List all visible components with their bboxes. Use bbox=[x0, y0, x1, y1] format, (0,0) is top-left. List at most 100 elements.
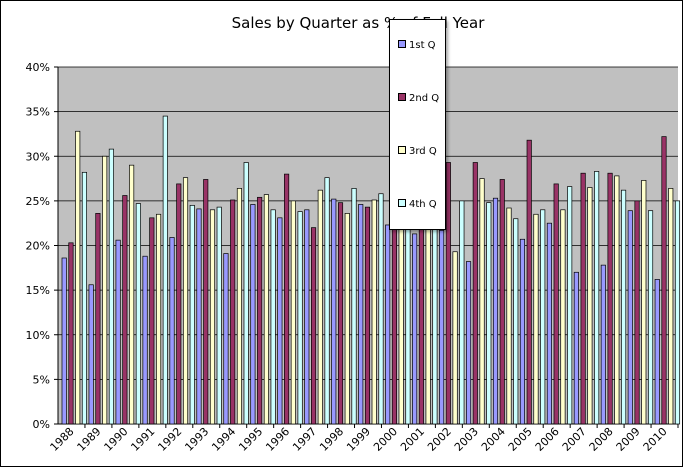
y-tick-label: 40% bbox=[26, 61, 50, 74]
bar-3rd-q-2009 bbox=[641, 179, 647, 425]
bar-4th-q-2010 bbox=[674, 200, 681, 425]
bar-1st-q-1999 bbox=[358, 204, 364, 425]
bar-1st-q-1992 bbox=[169, 237, 175, 425]
bar-1st-q-1996 bbox=[277, 217, 283, 425]
bar-3rd-q-2008 bbox=[614, 175, 620, 425]
x-tick-label: 2000 bbox=[371, 425, 400, 454]
bar-2nd-q-1992 bbox=[176, 183, 182, 425]
bar-2nd-q-2004 bbox=[499, 179, 505, 425]
bar-1st-q-1989 bbox=[88, 284, 94, 425]
bar-3rd-q-1996 bbox=[290, 200, 296, 425]
y-tick-label: 15% bbox=[26, 284, 50, 297]
bar-3rd-q-1989 bbox=[102, 155, 108, 425]
bar-1st-q-1993 bbox=[196, 208, 202, 425]
bar-4th-q-1993 bbox=[216, 206, 222, 425]
bar-2nd-q-2000 bbox=[391, 218, 397, 425]
bar-2nd-q-1998 bbox=[337, 202, 344, 425]
x-tick-label: 2009 bbox=[614, 425, 643, 454]
legend-swatch-4th-q bbox=[398, 199, 406, 207]
chart-legend: 1st Q 2nd Q 3rd Q 4th Q bbox=[389, 19, 446, 230]
x-tick-label: 1998 bbox=[317, 425, 346, 454]
bar-4th-q-1989 bbox=[108, 148, 114, 425]
bar-3rd-q-2002 bbox=[452, 251, 458, 425]
bar-4th-q-1992 bbox=[189, 204, 195, 425]
bar-4th-q-1995 bbox=[270, 209, 276, 425]
x-tick-label: 1994 bbox=[209, 425, 238, 454]
bar-4th-q-2009 bbox=[647, 210, 654, 425]
bar-4th-q-1991 bbox=[162, 115, 168, 425]
y-tick-label: 30% bbox=[26, 150, 50, 163]
bar-2nd-q-1990 bbox=[122, 195, 128, 425]
legend-swatch-2nd-q bbox=[398, 93, 406, 101]
bar-3rd-q-1998 bbox=[344, 213, 350, 425]
bar-1st-q-1997 bbox=[304, 209, 310, 425]
bar-3rd-q-1991 bbox=[156, 213, 162, 425]
bar-4th-q-2008 bbox=[621, 189, 627, 425]
x-tick-label: 1989 bbox=[75, 425, 104, 454]
legend-item-3rd-q: 3rd Q bbox=[398, 146, 437, 157]
y-tick-label: 25% bbox=[26, 195, 50, 208]
bar-4th-q-1996 bbox=[297, 211, 303, 425]
bar-1st-q-1998 bbox=[331, 198, 337, 425]
y-tick-label: 10% bbox=[26, 329, 50, 342]
bar-1st-q-1991 bbox=[142, 255, 148, 425]
bar-2nd-q-1993 bbox=[203, 179, 209, 425]
x-tick-label: 1993 bbox=[182, 425, 211, 454]
bar-2nd-q-2007 bbox=[580, 172, 586, 425]
bar-1st-q-1988 bbox=[61, 257, 67, 425]
y-tick-label: 20% bbox=[26, 240, 50, 253]
x-tick-label: 1992 bbox=[155, 425, 184, 454]
bar-1st-q-2000 bbox=[385, 224, 391, 425]
legend-label-1st-q: 1st Q bbox=[409, 40, 436, 51]
y-tick-label: 5% bbox=[33, 373, 50, 386]
bar-3rd-q-2007 bbox=[587, 187, 593, 425]
bar-3rd-q-1995 bbox=[263, 194, 269, 425]
bar-3rd-q-1993 bbox=[209, 209, 216, 425]
bar-4th-q-2004 bbox=[513, 218, 519, 425]
legend-item-1st-q: 1st Q bbox=[398, 40, 436, 51]
x-tick-label: 1991 bbox=[128, 425, 157, 454]
bar-2nd-q-1995 bbox=[257, 196, 263, 425]
bar-4th-q-2007 bbox=[594, 171, 600, 425]
bar-3rd-q-2010 bbox=[668, 188, 674, 425]
x-tick-label: 1988 bbox=[48, 425, 77, 454]
x-tick-label: 2007 bbox=[560, 425, 589, 454]
bar-4th-q-2006 bbox=[567, 186, 573, 425]
x-tick-label: 2002 bbox=[425, 425, 454, 454]
x-tick-label: 2003 bbox=[452, 425, 481, 454]
bar-1st-q-2008 bbox=[600, 264, 606, 425]
x-tick-label: 2008 bbox=[587, 425, 616, 454]
x-tick-label: 1995 bbox=[236, 425, 265, 454]
x-tick-label: 1996 bbox=[263, 425, 292, 454]
bar-2nd-q-2009 bbox=[634, 200, 640, 425]
bar-1st-q-2006 bbox=[546, 222, 552, 425]
bar-4th-q-1997 bbox=[324, 177, 330, 425]
bar-3rd-q-2003 bbox=[479, 178, 485, 425]
x-tick-label: 2006 bbox=[533, 425, 562, 454]
legend-swatch-1st-q bbox=[398, 40, 406, 48]
bar-1st-q-2009 bbox=[627, 210, 633, 425]
legend-label-2nd-q: 2nd Q bbox=[409, 93, 440, 104]
bar-1st-q-1995 bbox=[250, 204, 256, 425]
bar-3rd-q-1990 bbox=[129, 164, 135, 425]
legend-item-2nd-q: 2nd Q bbox=[398, 93, 439, 104]
bar-4th-q-1988 bbox=[81, 171, 88, 425]
bar-2nd-q-2003 bbox=[472, 162, 478, 425]
bar-3rd-q-2004 bbox=[506, 207, 512, 425]
bar-3rd-q-1988 bbox=[75, 130, 81, 425]
x-tick-label: 1997 bbox=[290, 425, 319, 454]
bar-3rd-q-1999 bbox=[371, 199, 377, 425]
legend-swatch-3rd-q bbox=[398, 146, 406, 154]
bar-1st-q-2010 bbox=[654, 279, 660, 425]
bar-2nd-q-2002 bbox=[445, 162, 451, 425]
bar-2nd-q-2005 bbox=[526, 139, 532, 425]
legend-label-4th-q: 4th Q bbox=[409, 199, 437, 210]
bar-1st-q-1990 bbox=[115, 239, 121, 425]
x-tick-label: 2005 bbox=[506, 425, 535, 454]
legend-label-3rd-q: 3rd Q bbox=[409, 146, 437, 157]
bar-2nd-q-1997 bbox=[311, 227, 317, 425]
x-tick-label: 2010 bbox=[641, 425, 670, 454]
bar-1st-q-2002 bbox=[439, 229, 445, 425]
bar-3rd-q-2005 bbox=[533, 213, 539, 425]
